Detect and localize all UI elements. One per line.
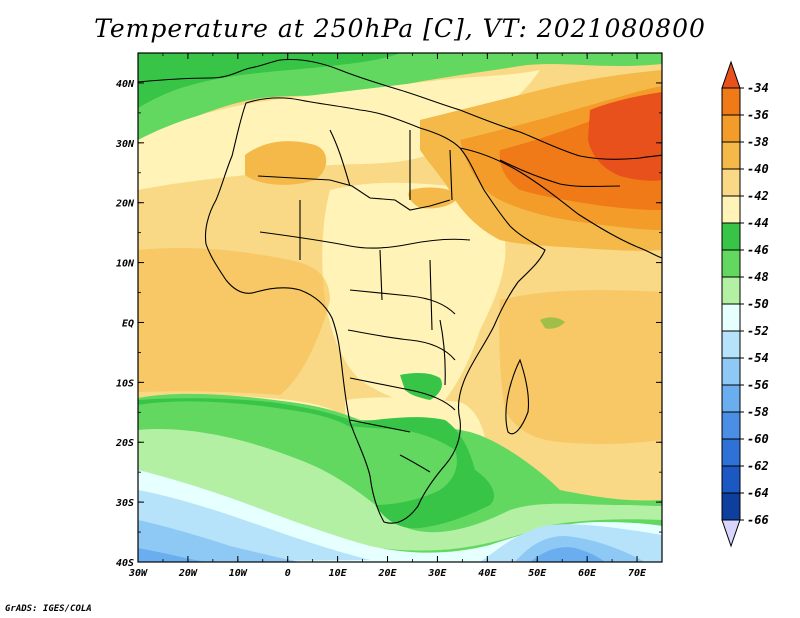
lat-tick-label: 20S: [115, 438, 134, 449]
colorbar-label: -38: [747, 135, 769, 149]
colorbar-box: [721, 411, 741, 440]
lat-tick-label: 10S: [116, 378, 134, 389]
colorbar-box: [721, 222, 741, 251]
lon-tick-label: 70E: [628, 568, 647, 579]
colorbar-box: [721, 357, 741, 386]
colorbar-over-arrow: [721, 60, 741, 89]
colorbar-label: -58: [747, 405, 769, 419]
colorbar-box: [721, 438, 741, 467]
credit-text: GrADS: IGES/COLA: [5, 604, 92, 614]
lat-tick-label: 30S: [115, 498, 134, 509]
lon-tick-label: 50E: [528, 568, 547, 579]
lon-tick-label: 30W: [128, 568, 148, 579]
colorbar-box: [721, 465, 741, 494]
colorbar-box: [721, 276, 741, 305]
lon-tick-label: 20W: [178, 568, 198, 579]
colorbar-label: -34: [747, 81, 769, 95]
colorbar-box: [721, 492, 741, 521]
colorbar-label: -48: [747, 270, 769, 284]
colorbar-box: [721, 87, 741, 116]
lat-tick-label: EQ: [122, 318, 134, 329]
colorbar-label: -64: [747, 486, 769, 500]
colorbar-label: -62: [747, 459, 769, 473]
colorbar-label: -44: [747, 216, 769, 230]
lat-tick-label: 40S: [116, 558, 134, 569]
colorbar-box: [721, 249, 741, 278]
colorbar-label: -56: [747, 378, 769, 392]
colorbar-box: [721, 330, 741, 359]
plot-frame: [137, 52, 663, 563]
temperature-field: [138, 53, 662, 562]
colorbar-box: [721, 303, 741, 332]
lon-tick-label: 10W: [229, 568, 248, 579]
colorbar-label: -54: [747, 351, 769, 365]
colorbar-label: -52: [747, 324, 769, 338]
colorbar-label: -40: [747, 162, 769, 176]
colorbar-label: -66: [747, 513, 769, 527]
lon-tick-label: 20E: [377, 568, 397, 579]
coastline-overlay: [138, 58, 662, 524]
lon-tick-label: 60E: [578, 568, 597, 579]
colorbar-label: -42: [747, 189, 769, 203]
colorbar-box: [721, 114, 741, 143]
lat-tick-label: 20N: [115, 199, 135, 210]
colorbar-label: -36: [747, 108, 769, 122]
lon-tick-label: 10E: [329, 568, 348, 579]
colorbar-label: -46: [747, 243, 769, 257]
lon-tick-label: 40E: [478, 568, 497, 579]
colorbar-label: -50: [747, 297, 769, 311]
lat-tick-label: 30N: [115, 139, 135, 150]
colorbar-box: [721, 141, 741, 170]
map-title: Temperature at 250hPa [C], VT: 202108080…: [94, 14, 706, 43]
lat-tick-label: 40N: [116, 79, 135, 90]
colorbar-box: [721, 168, 741, 197]
colorbar: -34 -36 -38 -40 -42 -44 -46 -48 -50 -52 -54 -56 -58 -…: [721, 60, 769, 548]
lat-tick-label: 10N: [116, 259, 135, 270]
colorbar-under-arrow: [721, 519, 741, 548]
colorbar-box: [721, 384, 741, 413]
colorbar-box: [721, 195, 741, 224]
colorbar-label: -60: [747, 432, 769, 446]
lon-tick-label: 30E: [427, 568, 447, 579]
lon-tick-label: 0: [285, 568, 291, 579]
